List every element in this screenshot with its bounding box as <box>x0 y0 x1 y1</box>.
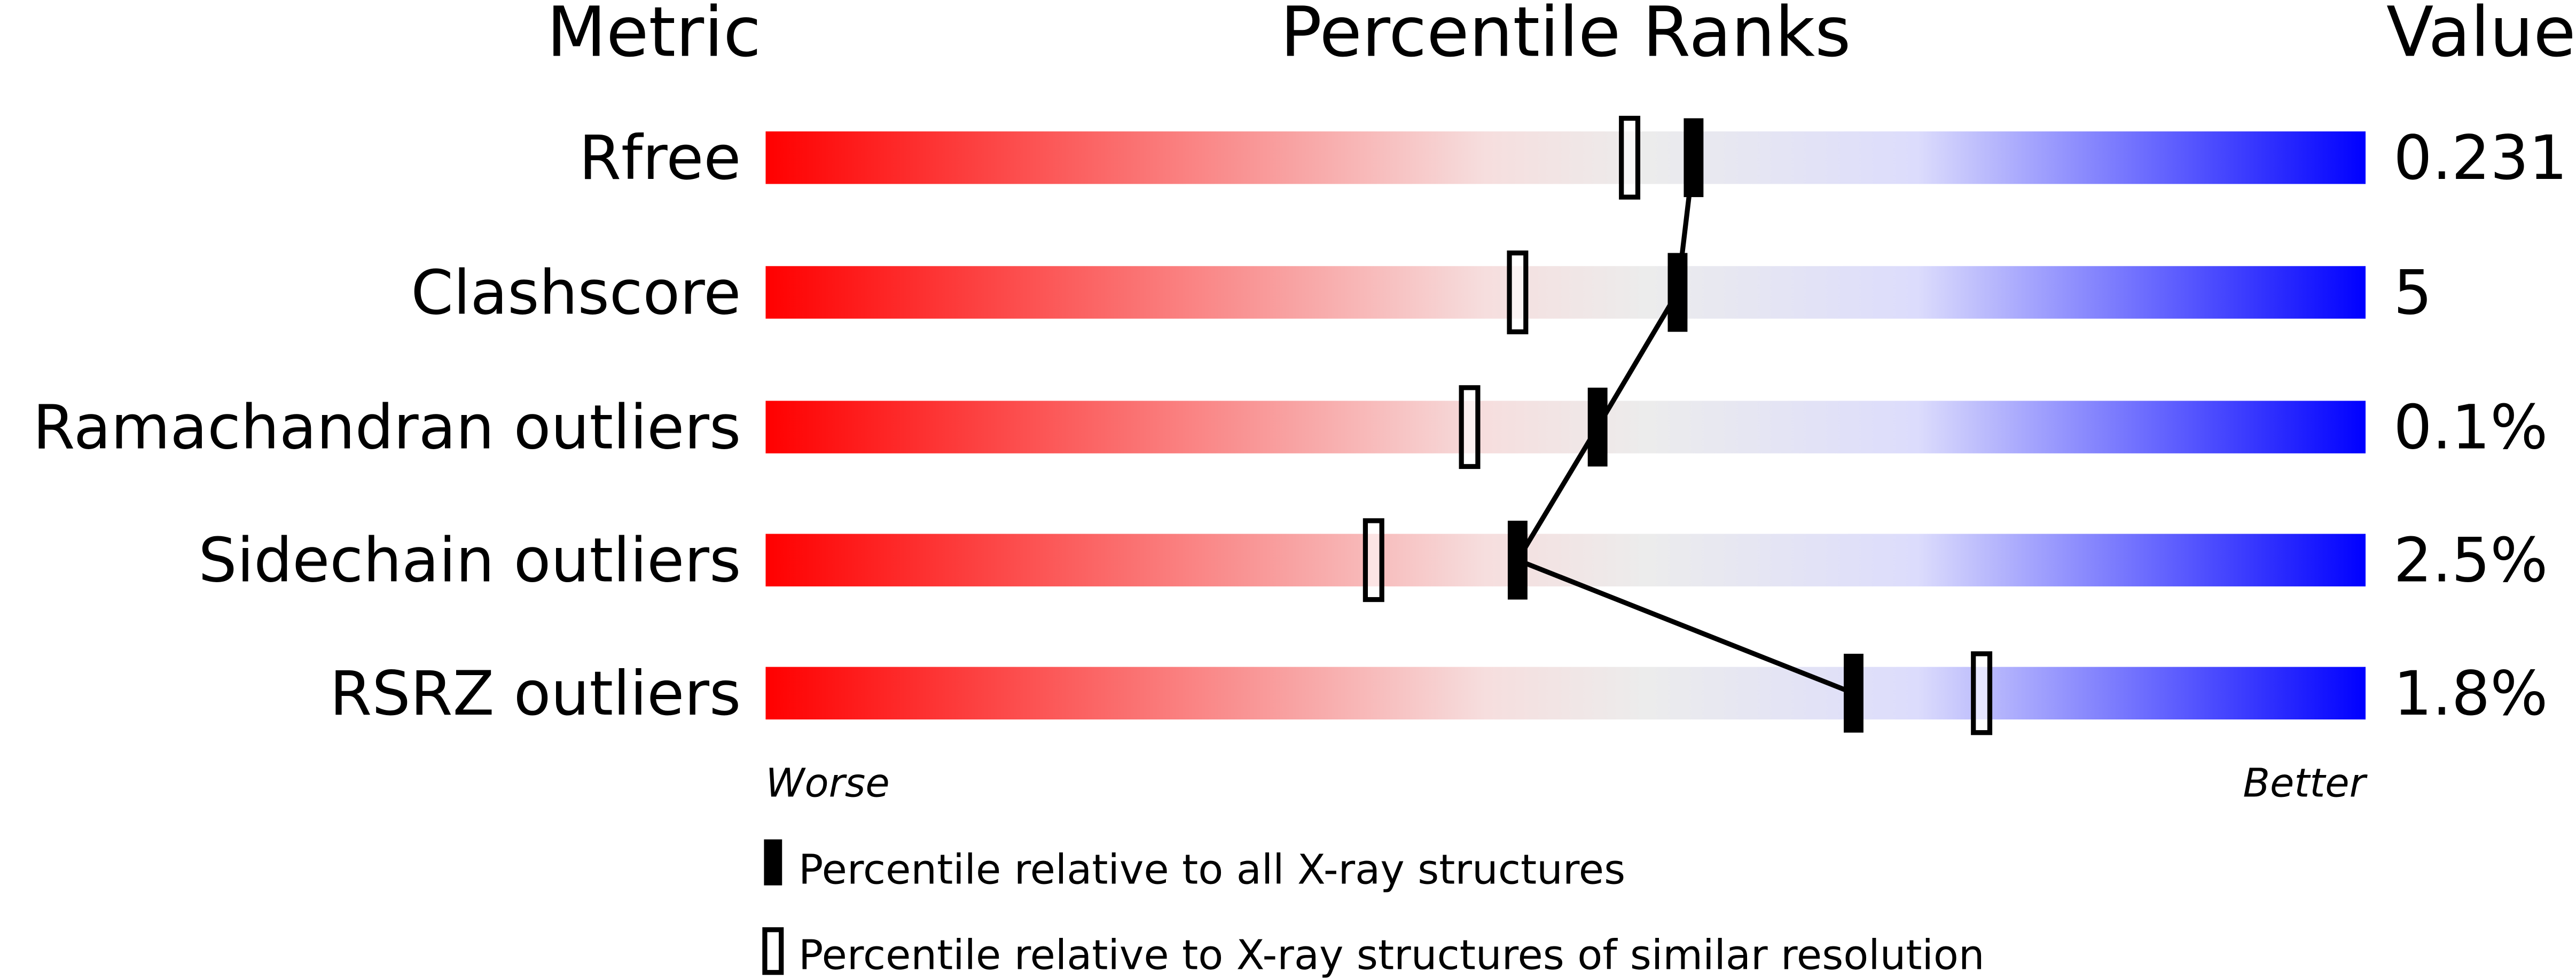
legend-open-label: Percentile relative to X-ray structures … <box>798 932 1985 979</box>
marker-all-structures <box>1844 654 1864 733</box>
metric-value: 0.1% <box>2393 392 2548 463</box>
marker-all-structures <box>1667 253 1688 332</box>
header-metric: Metric <box>547 0 762 73</box>
marker-similar-resolution <box>1459 385 1481 469</box>
marker-all-structures <box>1587 387 1608 467</box>
marker-all-structures <box>1684 118 1704 198</box>
marker-similar-resolution <box>1363 518 1384 602</box>
marker-similar-resolution <box>1971 651 1993 735</box>
metric-label: RSRZ outliers <box>330 658 741 729</box>
header-value: Value <box>2386 0 2576 73</box>
metric-label: Clashscore <box>411 257 741 328</box>
metric-value: 1.8% <box>2393 658 2548 729</box>
percentile-bar <box>765 667 2366 720</box>
percentile-bar <box>765 266 2366 319</box>
metric-label: Sidechain outliers <box>198 525 741 596</box>
legend-filled-label: Percentile relative to all X-ray structu… <box>798 847 1625 894</box>
metric-label: Ramachandran outliers <box>33 392 741 463</box>
metric-label: Rfree <box>579 122 741 193</box>
percentile-bar <box>765 131 2366 184</box>
legend-open-marker <box>762 927 784 975</box>
metric-value: 0.231 <box>2393 122 2567 193</box>
header-percentile-ranks: Percentile Ranks <box>1280 0 1851 73</box>
metric-value: 5 <box>2393 257 2432 328</box>
legend-filled-marker <box>764 839 782 886</box>
marker-similar-resolution <box>1507 250 1529 334</box>
percentile-bar <box>765 401 2366 453</box>
axis-better-label: Better <box>2243 761 2368 806</box>
marker-similar-resolution <box>1619 115 1641 200</box>
marker-all-structures <box>1507 520 1528 600</box>
axis-worse-label: Worse <box>765 761 889 806</box>
metric-value: 2.5% <box>2393 525 2548 596</box>
